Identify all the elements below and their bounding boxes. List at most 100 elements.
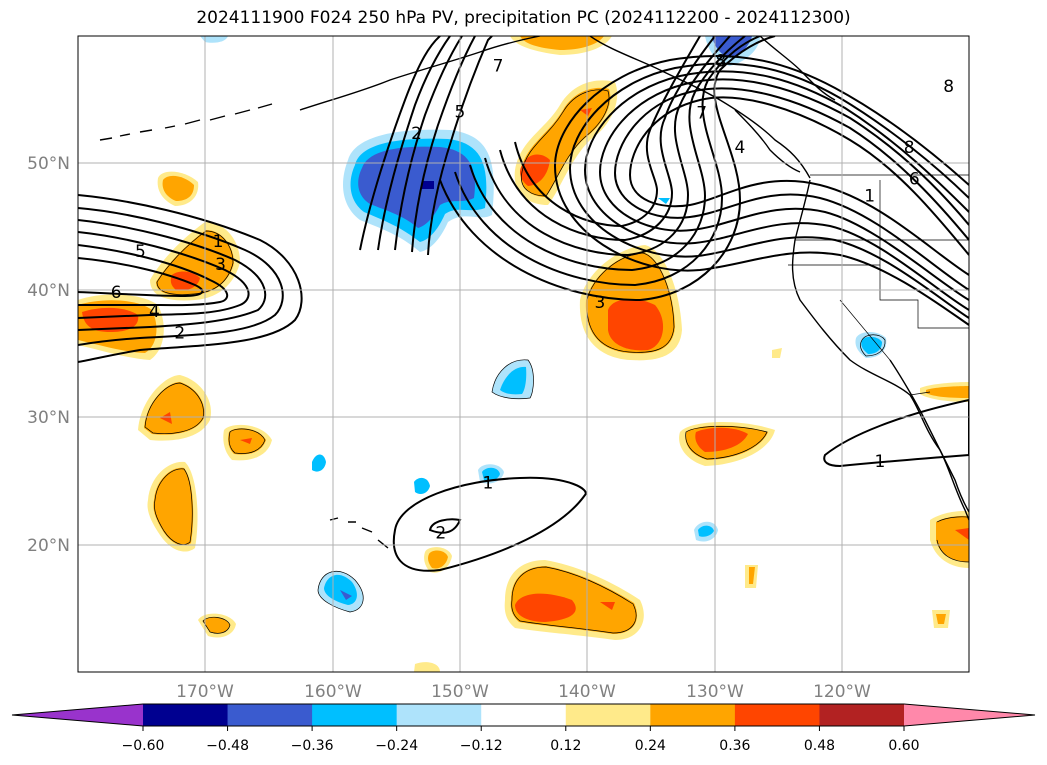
precip-outline <box>154 468 193 545</box>
contour-label: 5 <box>454 102 465 122</box>
pv-contour <box>78 207 284 346</box>
positive-precip-area <box>608 298 664 351</box>
pv-contour <box>823 398 969 468</box>
negative-precip-area <box>358 146 475 228</box>
contour-label: 1 <box>874 452 885 472</box>
pv-contour <box>392 476 587 572</box>
contour-label: 4 <box>734 138 745 158</box>
coastline-aleutians <box>99 103 273 141</box>
colorbar-bin <box>312 704 398 726</box>
colorbar-tick-label: 0.60 <box>888 738 919 754</box>
pv-contour <box>469 36 746 272</box>
colorbar-tick-label: 0.48 <box>804 738 835 754</box>
colorbar-tick-label: −0.24 <box>375 738 418 754</box>
coastline-alaska <box>299 36 541 111</box>
colorbar-bin <box>734 704 820 726</box>
pv-contour <box>78 219 267 331</box>
contour-label: 4 <box>149 302 160 322</box>
pv-contour <box>78 257 204 298</box>
colorbar-over-extension <box>904 704 1035 726</box>
precip-outline <box>156 230 234 295</box>
lon-label-170: 170°W <box>176 682 234 702</box>
positive-precip-area <box>414 662 440 672</box>
negative-precip-area <box>200 36 228 43</box>
positive-precip-area <box>936 614 946 624</box>
colorbar-tick-label: 0.36 <box>719 738 750 754</box>
positive-precip-area <box>240 438 252 444</box>
pv-contour <box>377 36 451 251</box>
contour-label: 3 <box>594 293 605 313</box>
pv-contour <box>598 78 969 301</box>
state-border <box>909 391 931 396</box>
positive-precip-area <box>428 550 448 569</box>
colorbar-bin <box>650 704 736 726</box>
lon-label-160: 160°W <box>304 682 362 702</box>
coastline-hawaii <box>329 517 389 549</box>
precip-outline <box>511 566 637 634</box>
colorbar-bin <box>396 704 482 726</box>
state-border <box>879 265 969 329</box>
pv-contour <box>568 62 969 319</box>
precip-outline <box>860 334 886 357</box>
positive-precip-area <box>203 617 230 634</box>
contour-label: 8 <box>715 51 726 71</box>
pv-contour <box>583 70 969 311</box>
precip-outline <box>228 428 266 454</box>
precip-outline <box>144 382 204 434</box>
colorbar-bins <box>143 704 905 726</box>
contour-label: 2 <box>411 124 422 144</box>
positive-precip-area <box>153 467 194 546</box>
pv-contour <box>454 36 761 287</box>
precip-outline <box>202 616 231 634</box>
pv-contour <box>514 36 701 228</box>
gridlines <box>78 36 969 672</box>
positive-precip-area <box>772 348 782 358</box>
colorbar-bin <box>819 704 905 726</box>
negative-precip-area <box>658 198 670 204</box>
colorbar-ticks: −0.60 −0.48 −0.36 −0.24 −0.12 0.12 0.24 0.36 0.4… <box>122 726 920 754</box>
positive-precip-area <box>162 175 194 201</box>
state-border <box>839 299 891 361</box>
negative-precip-area <box>861 336 882 354</box>
positive-precip-area <box>749 567 755 584</box>
negative-precip-area <box>482 467 500 481</box>
colorbar-bin <box>481 704 567 726</box>
positive-precip-area <box>936 515 969 562</box>
lat-label-50: 50°N <box>27 154 70 174</box>
colorbar-tick-label: −0.48 <box>206 738 249 754</box>
positive-precip-area <box>955 528 969 540</box>
negative-precip-area <box>698 525 714 537</box>
precip-outline <box>586 252 675 353</box>
pv-contour <box>78 231 250 319</box>
positive-precip-area <box>926 386 969 398</box>
positive-precip-area <box>580 108 592 116</box>
pv-contour <box>628 96 969 276</box>
colorbar-tick-label: 0.24 <box>635 738 666 754</box>
colorbar-bin <box>143 704 229 726</box>
lon-label-120: 120°W <box>813 682 871 702</box>
coastline-alaska <box>759 36 836 101</box>
page-title: 2024111900 F024 250 hPa PV, precipitatio… <box>196 8 851 28</box>
pv-contour <box>78 194 303 363</box>
lat-label-30: 30°N <box>27 408 70 428</box>
colorbar-tick-label: −0.36 <box>291 738 334 754</box>
coastline-baja <box>889 359 969 513</box>
negative-precip-area <box>422 181 434 189</box>
pv-contour <box>499 36 716 242</box>
lon-label-140: 140°W <box>558 682 616 702</box>
positive-precip-area <box>160 412 172 424</box>
colorbar-tick-label: 0.12 <box>550 738 581 754</box>
negative-precip-area <box>414 477 430 494</box>
map-frame <box>77 35 970 673</box>
colorbar: −0.60 −0.48 −0.36 −0.24 −0.12 0.12 0.24 0.36 0.4… <box>11 703 1036 754</box>
precip-outline <box>317 570 364 613</box>
contour-label: 1 <box>213 232 224 252</box>
colorbar-under-extension <box>12 704 143 726</box>
positive-precip-area <box>520 154 550 186</box>
longitude-labels: 170°W 160°W 150°W 140°W 130°W 120°W <box>176 682 871 702</box>
negative-precip-area <box>312 454 326 472</box>
pv-contour <box>411 36 476 253</box>
positive-precip-area <box>600 602 615 610</box>
pv-contour <box>78 244 229 307</box>
